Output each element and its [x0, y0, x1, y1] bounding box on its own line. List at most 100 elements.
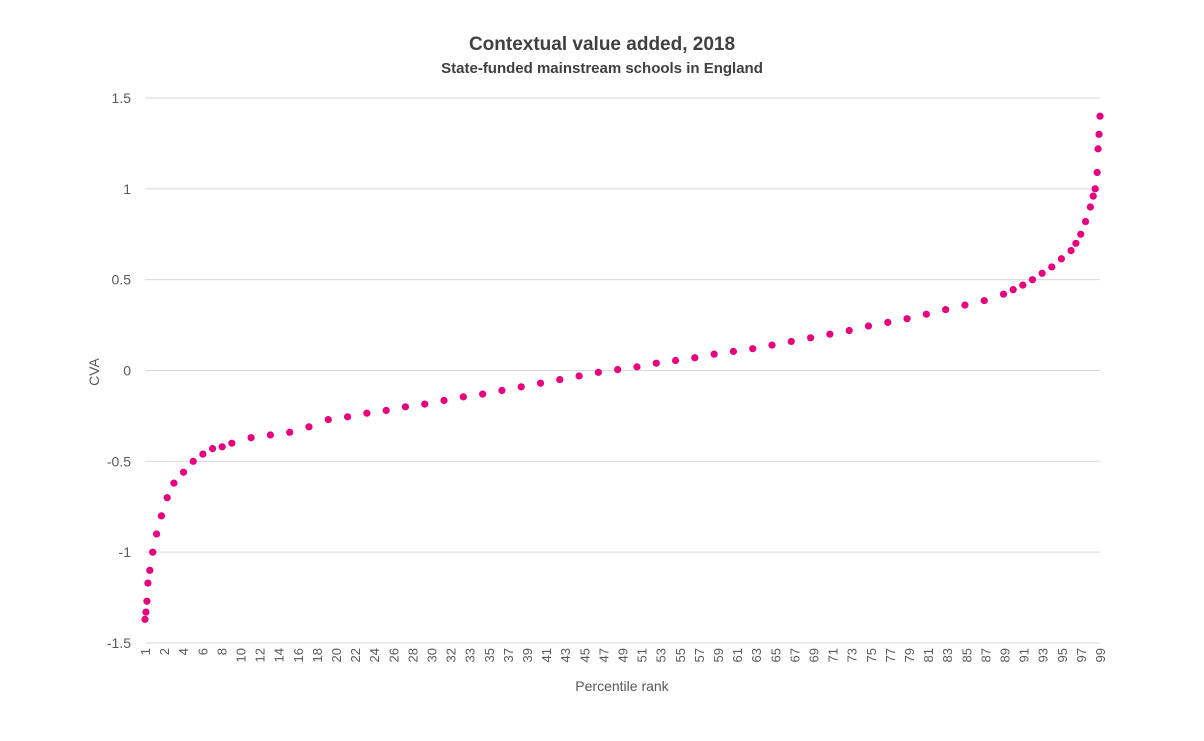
- x-tick-label: 51: [635, 648, 650, 662]
- data-point: [141, 615, 149, 623]
- data-point: [1089, 192, 1097, 200]
- data-point: [845, 326, 853, 335]
- x-tick-label: 83: [940, 648, 955, 662]
- x-tick-label: 47: [596, 648, 611, 662]
- x-tick-label: 28: [405, 648, 420, 662]
- y-tick-label: -1.5: [107, 635, 131, 651]
- data-point: [149, 548, 157, 556]
- x-tick-label: 35: [482, 648, 497, 662]
- x-tick-label: 26: [386, 648, 401, 662]
- data-point: [1028, 276, 1037, 284]
- data-point: [189, 457, 197, 465]
- x-tick-label: 6: [195, 648, 210, 655]
- data-point: [826, 330, 834, 338]
- data-point: [228, 439, 236, 447]
- data-point: [363, 409, 371, 417]
- x-tick-label: 2: [157, 648, 172, 655]
- data-point: [594, 368, 602, 376]
- x-tick-label: 41: [539, 648, 554, 662]
- data-points: [141, 112, 1104, 623]
- data-point: [652, 359, 660, 367]
- x-tick-label: 81: [921, 648, 936, 662]
- data-point: [208, 445, 217, 453]
- data-point: [479, 390, 487, 398]
- x-tick-label: 43: [558, 648, 573, 662]
- data-point: [999, 290, 1008, 298]
- data-point: [266, 431, 274, 439]
- x-tick-label: 4: [176, 648, 191, 655]
- x-tick-label: 61: [730, 648, 745, 662]
- data-point: [382, 406, 390, 415]
- data-point: [575, 372, 583, 380]
- y-axis-label: CVA: [86, 357, 102, 385]
- y-tick-label: 1: [123, 181, 131, 197]
- x-tick-label: 8: [214, 648, 229, 655]
- data-point: [729, 347, 738, 356]
- data-point: [864, 322, 873, 330]
- data-point: [305, 423, 313, 431]
- data-point: [787, 337, 795, 346]
- chart-title: Contextual value added, 2018: [468, 34, 736, 55]
- data-point: [421, 400, 429, 408]
- data-point: [1091, 185, 1099, 193]
- data-point: [614, 365, 622, 374]
- data-point: [961, 301, 969, 309]
- data-point: [633, 363, 641, 371]
- x-axis-label: Percentile rank: [575, 678, 669, 694]
- x-tick-label: 97: [1074, 648, 1089, 662]
- x-tick-label: 63: [749, 648, 764, 662]
- data-point: [1086, 203, 1094, 211]
- x-tick-label: 30: [425, 648, 440, 662]
- data-point: [163, 494, 171, 502]
- data-point: [247, 434, 255, 442]
- y-tick-label: 1.5: [112, 90, 132, 106]
- x-tick-label: 57: [692, 648, 707, 662]
- data-point: [1072, 239, 1080, 247]
- x-tick-label: 75: [864, 648, 879, 662]
- data-point: [170, 479, 178, 487]
- data-point: [1095, 130, 1103, 138]
- data-point: [459, 393, 467, 401]
- x-tick-label: 32: [444, 648, 459, 662]
- data-point: [144, 579, 152, 587]
- data-point: [942, 306, 950, 314]
- data-point: [1096, 112, 1104, 120]
- x-tick-label: 93: [1036, 648, 1051, 662]
- x-tick-label: 24: [367, 648, 382, 662]
- x-tick-label: 49: [616, 648, 631, 662]
- data-point: [1093, 168, 1101, 177]
- data-point: [157, 512, 165, 520]
- data-point: [980, 296, 988, 305]
- y-tick-label: -0.5: [107, 453, 131, 469]
- x-tick-label: 12: [253, 648, 268, 662]
- x-tick-label: 55: [673, 648, 688, 662]
- x-tick-label: 1: [138, 648, 153, 655]
- data-point: [710, 350, 718, 358]
- data-point: [143, 597, 151, 605]
- data-point: [807, 334, 815, 342]
- x-tick-label: 10: [234, 648, 249, 662]
- data-point: [218, 443, 226, 451]
- data-point: [749, 345, 757, 353]
- data-point: [922, 310, 930, 318]
- x-tick-label: 59: [711, 648, 726, 662]
- x-tick-label: 67: [787, 648, 802, 662]
- x-tick-label: 73: [845, 648, 860, 662]
- data-point: [199, 450, 207, 458]
- x-tick-label: 22: [348, 648, 363, 662]
- x-tick-label: 65: [768, 648, 783, 662]
- data-point: [517, 383, 525, 391]
- data-point: [440, 396, 448, 405]
- data-point: [343, 413, 352, 421]
- y-tick-label: 0.5: [112, 272, 132, 288]
- data-point: [536, 379, 545, 387]
- data-point: [1067, 247, 1075, 255]
- y-tick-label: -1: [119, 544, 132, 560]
- data-point: [498, 386, 506, 395]
- chart-subtitle: State-funded mainstream schools in Engla…: [441, 60, 763, 77]
- x-tick-label: 69: [807, 648, 822, 662]
- y-axis-ticks: 1.5 1 0.5 0 -0.5 -1 -1.5: [107, 90, 131, 651]
- data-point: [768, 341, 776, 349]
